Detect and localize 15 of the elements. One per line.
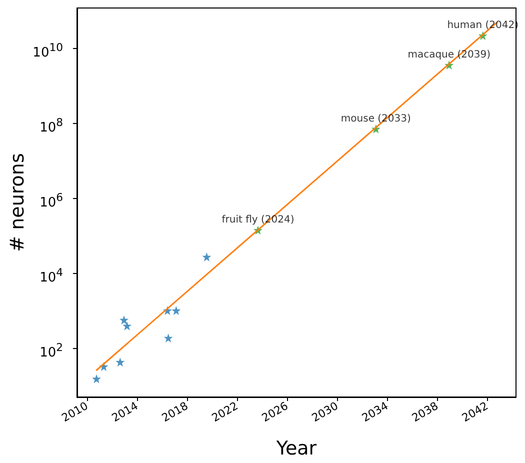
y-tick-label: 10$^{2}$: [40, 340, 63, 360]
point: [172, 306, 181, 316]
y-tick-label: 10$^{6}$: [40, 190, 63, 210]
y-tick-label: 10$^{4}$: [40, 265, 63, 286]
point: [116, 358, 125, 367]
y-tick-label: 10$^{8}$: [40, 115, 63, 136]
point: [202, 252, 212, 262]
y-tick-label: 10$^{10}$: [32, 40, 63, 61]
point: [164, 333, 173, 342]
x-axis-title: Year: [275, 438, 317, 460]
point: [122, 321, 132, 330]
point: [92, 374, 102, 384]
point: [120, 315, 129, 324]
y-axis-title: # neurons: [6, 153, 28, 252]
annotation: macaque (2039): [408, 50, 491, 61]
